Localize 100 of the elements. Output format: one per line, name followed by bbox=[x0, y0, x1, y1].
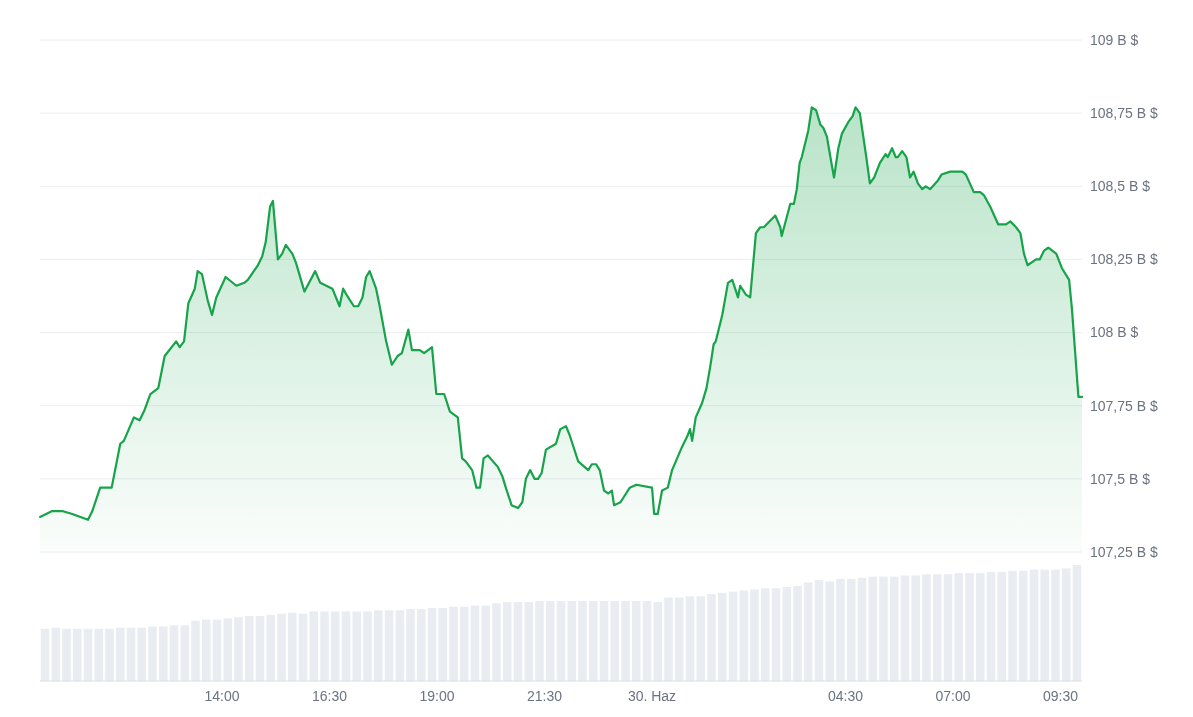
bar bbox=[1051, 569, 1060, 681]
bar bbox=[1072, 565, 1082, 681]
bar bbox=[588, 600, 598, 681]
bar bbox=[911, 575, 921, 681]
y-tick-label: 108,75 B $ bbox=[1090, 105, 1158, 122]
bar bbox=[51, 627, 61, 681]
bar bbox=[352, 611, 362, 681]
bar bbox=[599, 600, 609, 681]
y-tick-label: 109 B $ bbox=[1090, 31, 1139, 48]
y-tick-label: 108,5 B $ bbox=[1090, 178, 1151, 195]
bar bbox=[62, 628, 71, 681]
bar bbox=[932, 574, 942, 681]
bar bbox=[158, 626, 168, 681]
bar bbox=[696, 596, 706, 681]
bar bbox=[320, 611, 329, 681]
bar bbox=[846, 578, 856, 681]
bar bbox=[567, 600, 577, 681]
bar bbox=[814, 580, 824, 681]
bar bbox=[148, 626, 157, 681]
y-tick-label: 107,75 B $ bbox=[1090, 397, 1158, 414]
y-tick-label: 107,25 B $ bbox=[1090, 543, 1158, 560]
bar bbox=[1029, 569, 1039, 681]
bar bbox=[459, 606, 469, 681]
bar bbox=[115, 627, 125, 681]
x-tick-label: 16:30 bbox=[312, 688, 348, 704]
bar bbox=[244, 616, 254, 681]
bar bbox=[287, 612, 297, 681]
bar bbox=[341, 611, 351, 681]
bar bbox=[717, 592, 727, 681]
bar bbox=[40, 628, 50, 681]
bar bbox=[1008, 570, 1017, 681]
bar bbox=[513, 602, 523, 681]
bar bbox=[739, 590, 749, 681]
bar bbox=[750, 589, 759, 681]
bar bbox=[825, 581, 835, 681]
bar bbox=[1040, 569, 1050, 681]
bar bbox=[180, 625, 190, 681]
y-tick-label: 108 B $ bbox=[1090, 324, 1139, 341]
bar bbox=[879, 576, 888, 681]
bar bbox=[72, 628, 82, 681]
bar bbox=[427, 607, 437, 681]
bar bbox=[384, 610, 394, 681]
bar bbox=[449, 606, 458, 681]
bar bbox=[373, 610, 383, 681]
bar bbox=[975, 573, 985, 681]
bar bbox=[492, 603, 501, 681]
bar bbox=[255, 616, 265, 681]
bar bbox=[1061, 568, 1071, 681]
bar bbox=[363, 611, 372, 681]
bar bbox=[266, 614, 276, 681]
bar bbox=[395, 610, 405, 681]
bar bbox=[997, 571, 1007, 681]
bar bbox=[502, 602, 512, 681]
bar bbox=[1018, 570, 1028, 681]
bar bbox=[782, 587, 792, 681]
bar bbox=[545, 600, 555, 681]
bar bbox=[277, 613, 286, 681]
bar bbox=[943, 574, 953, 681]
bar bbox=[653, 602, 663, 681]
bar bbox=[481, 605, 491, 681]
x-tick-label: 07:00 bbox=[935, 688, 971, 704]
bar bbox=[707, 594, 716, 681]
bar bbox=[728, 591, 738, 681]
bar bbox=[201, 619, 211, 681]
bar bbox=[83, 628, 93, 681]
bar bbox=[685, 596, 695, 681]
bar bbox=[922, 574, 931, 681]
x-tick-label: 04:30 bbox=[827, 688, 864, 704]
bar bbox=[621, 600, 630, 681]
bar bbox=[642, 600, 652, 681]
bar bbox=[578, 600, 587, 681]
bar bbox=[330, 611, 340, 681]
bar bbox=[664, 597, 673, 681]
bar bbox=[610, 600, 620, 681]
bar bbox=[556, 600, 566, 681]
bar bbox=[965, 573, 974, 681]
x-tick-label: 14:00 bbox=[204, 688, 240, 704]
x-tick-label: 30. Haz bbox=[627, 688, 677, 704]
bar bbox=[438, 607, 448, 681]
bar bbox=[298, 613, 308, 681]
bar bbox=[406, 609, 415, 681]
x-tick-label: 21:30 bbox=[526, 688, 563, 704]
x-tick-label: 09:30 bbox=[1042, 688, 1079, 704]
bar bbox=[169, 625, 179, 681]
bar bbox=[631, 600, 641, 681]
bar bbox=[94, 628, 104, 681]
bar bbox=[986, 571, 996, 681]
bar bbox=[191, 620, 200, 681]
y-tick-label: 108,25 B $ bbox=[1090, 251, 1158, 268]
bar bbox=[223, 618, 233, 681]
bar bbox=[771, 588, 781, 681]
y-tick-label: 107,5 B $ bbox=[1090, 470, 1151, 487]
bar bbox=[234, 617, 243, 681]
bar bbox=[954, 573, 964, 681]
bar bbox=[760, 588, 770, 681]
bar bbox=[470, 605, 480, 681]
x-tick-label: 19:00 bbox=[419, 688, 455, 704]
bar bbox=[803, 582, 813, 681]
bar bbox=[212, 619, 222, 681]
bar bbox=[416, 609, 426, 681]
